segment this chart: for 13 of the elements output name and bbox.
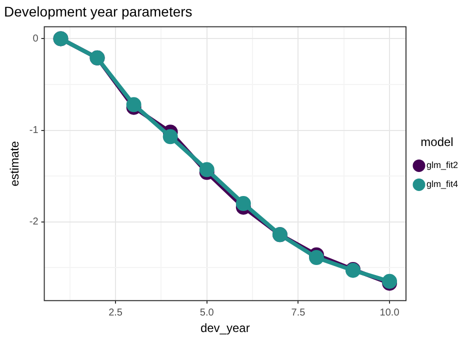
x-axis-title: dev_year (200, 321, 250, 336)
legend-label: glm_fit2 (426, 160, 458, 170)
legend-label: glm_fit4 (426, 179, 458, 190)
y-tick-label: -2 (29, 216, 39, 228)
y-tick-label: 0 (32, 33, 39, 44)
y-tick-label: -1 (29, 125, 39, 136)
x-tick-label: 10.0 (380, 307, 400, 318)
x-tick-label: 7.5 (291, 307, 306, 318)
legend-title: model (420, 135, 454, 150)
y-axis-title: estimate (8, 140, 22, 186)
x-tick-label: 2.5 (108, 307, 123, 318)
x-tick-label: 5.0 (200, 307, 214, 318)
chart-title: Development year parameters (4, 3, 192, 20)
